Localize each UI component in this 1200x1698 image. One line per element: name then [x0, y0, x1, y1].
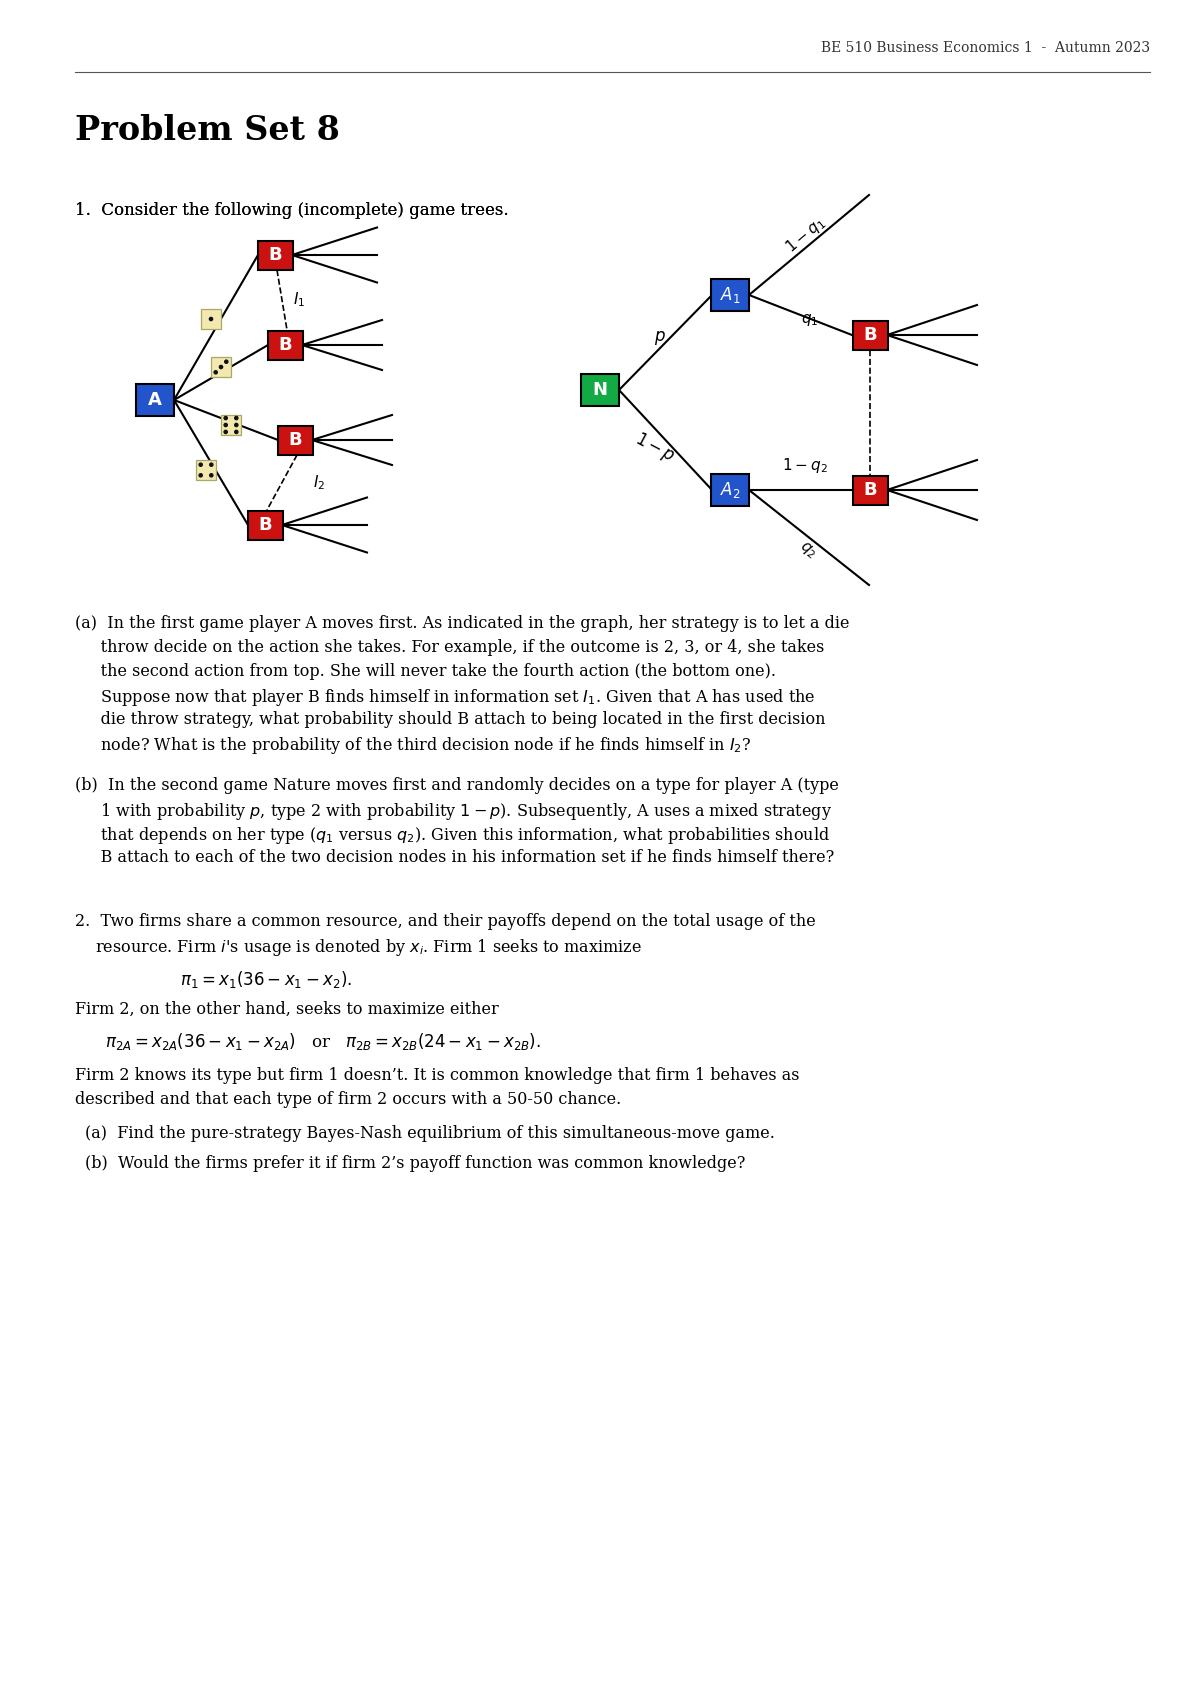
Text: BE 510 Business Economics 1  -  Autumn 2023: BE 510 Business Economics 1 - Autumn 202… — [821, 41, 1150, 54]
FancyBboxPatch shape — [136, 384, 174, 416]
FancyBboxPatch shape — [221, 414, 241, 435]
Text: (b)  In the second game Nature moves first and randomly decides on a type for pl: (b) In the second game Nature moves firs… — [74, 778, 839, 795]
Text: $p$: $p$ — [654, 329, 666, 346]
Text: $q_1$: $q_1$ — [802, 312, 818, 328]
FancyBboxPatch shape — [196, 460, 216, 481]
Text: throw decide on the action she takes. For example, if the outcome is 2, 3, or 4,: throw decide on the action she takes. Fo… — [74, 638, 824, 655]
FancyBboxPatch shape — [710, 278, 749, 311]
FancyBboxPatch shape — [268, 331, 302, 360]
FancyBboxPatch shape — [852, 321, 888, 350]
Circle shape — [224, 416, 227, 419]
Text: B: B — [258, 516, 272, 533]
Text: N: N — [593, 380, 607, 399]
Text: A: A — [148, 391, 162, 409]
Text: (a)  Find the pure-strategy Bayes-Nash equilibrium of this simultaneous-move gam: (a) Find the pure-strategy Bayes-Nash eq… — [85, 1126, 775, 1143]
Text: $I_2$: $I_2$ — [313, 474, 325, 492]
Text: Firm 2 knows its type but firm 1 doesn’t. It is common knowledge that firm 1 beh: Firm 2 knows its type but firm 1 doesn’t… — [74, 1066, 799, 1083]
Text: $1-q_2$: $1-q_2$ — [782, 455, 828, 474]
Text: $1-q_1$: $1-q_1$ — [781, 212, 829, 256]
Circle shape — [199, 464, 203, 467]
Text: the second action from top. She will never take the fourth action (the bottom on: the second action from top. She will nev… — [74, 662, 776, 679]
Circle shape — [224, 423, 227, 426]
Circle shape — [235, 430, 238, 433]
Text: $1-p$: $1-p$ — [631, 428, 679, 467]
FancyBboxPatch shape — [247, 511, 282, 540]
FancyBboxPatch shape — [581, 374, 619, 406]
Circle shape — [210, 474, 212, 477]
Circle shape — [235, 423, 238, 426]
Circle shape — [235, 416, 238, 419]
Text: Suppose now that player B finds himself in information set $I_1$. Given that A h: Suppose now that player B finds himself … — [74, 688, 816, 708]
Text: $\pi_1 = x_1(36 - x_1 - x_2).$: $\pi_1 = x_1(36 - x_1 - x_2).$ — [180, 970, 352, 990]
FancyBboxPatch shape — [202, 309, 221, 329]
Text: (a)  In the first game player A moves first. As indicated in the graph, her stra: (a) In the first game player A moves fir… — [74, 615, 850, 632]
Text: that depends on her type ($q_1$ versus $q_2$). Given this information, what prob: that depends on her type ($q_1$ versus $… — [74, 825, 830, 846]
Circle shape — [224, 360, 228, 363]
Text: node? What is the probability of the third decision node if he finds himself in : node? What is the probability of the thi… — [74, 735, 751, 756]
Circle shape — [224, 430, 227, 433]
Text: die throw strategy, what probability should B attach to being located in the fir: die throw strategy, what probability sho… — [74, 711, 826, 728]
Text: (b)  Would the firms prefer it if firm 2’s payoff function was common knowledge?: (b) Would the firms prefer it if firm 2’… — [85, 1155, 745, 1172]
Text: B: B — [863, 326, 877, 345]
Text: 1.  Consider the following (incomplete) game trees.: 1. Consider the following (incomplete) g… — [74, 202, 509, 219]
FancyBboxPatch shape — [277, 426, 312, 455]
Text: resource. Firm $i$'s usage is denoted by $x_i$. Firm 1 seeks to maximize: resource. Firm $i$'s usage is denoted by… — [74, 937, 642, 958]
Circle shape — [210, 318, 212, 321]
Text: $A_1$: $A_1$ — [720, 285, 740, 306]
Text: B: B — [268, 246, 282, 263]
Circle shape — [210, 464, 212, 467]
Text: B: B — [278, 336, 292, 353]
Text: B: B — [288, 431, 302, 448]
Circle shape — [214, 370, 217, 374]
Text: $I_1$: $I_1$ — [293, 290, 305, 309]
Circle shape — [220, 365, 223, 368]
FancyBboxPatch shape — [211, 357, 230, 377]
Text: Problem Set 8: Problem Set 8 — [74, 114, 340, 146]
Text: B: B — [863, 481, 877, 499]
Text: 2.  Two firms share a common resource, and their payoffs depend on the total usa: 2. Two firms share a common resource, an… — [74, 914, 816, 931]
FancyBboxPatch shape — [710, 474, 749, 506]
Text: 1.  Consider the following (incomplete) game trees.: 1. Consider the following (incomplete) g… — [74, 202, 509, 219]
Text: B attach to each of the two decision nodes in his information set if he finds hi: B attach to each of the two decision nod… — [74, 849, 834, 866]
Text: $\pi_{2A} = x_{2A}(36 - x_1 - x_{2A})$   or   $\pi_{2B} = x_{2B}(24 - x_1 - x_{2: $\pi_{2A} = x_{2A}(36 - x_1 - x_{2A})$ o… — [106, 1031, 541, 1053]
Text: $A_2$: $A_2$ — [720, 481, 740, 499]
Text: Firm 2, on the other hand, seeks to maximize either: Firm 2, on the other hand, seeks to maxi… — [74, 1002, 499, 1019]
Text: 1 with probability $p$, type 2 with probability $1 - p$). Subsequently, A uses a: 1 with probability $p$, type 2 with prob… — [74, 801, 832, 822]
FancyBboxPatch shape — [852, 475, 888, 504]
Text: described and that each type of firm 2 occurs with a 50-50 chance.: described and that each type of firm 2 o… — [74, 1092, 622, 1109]
FancyBboxPatch shape — [258, 241, 293, 270]
Circle shape — [199, 474, 203, 477]
Text: $q_2$: $q_2$ — [797, 538, 820, 562]
